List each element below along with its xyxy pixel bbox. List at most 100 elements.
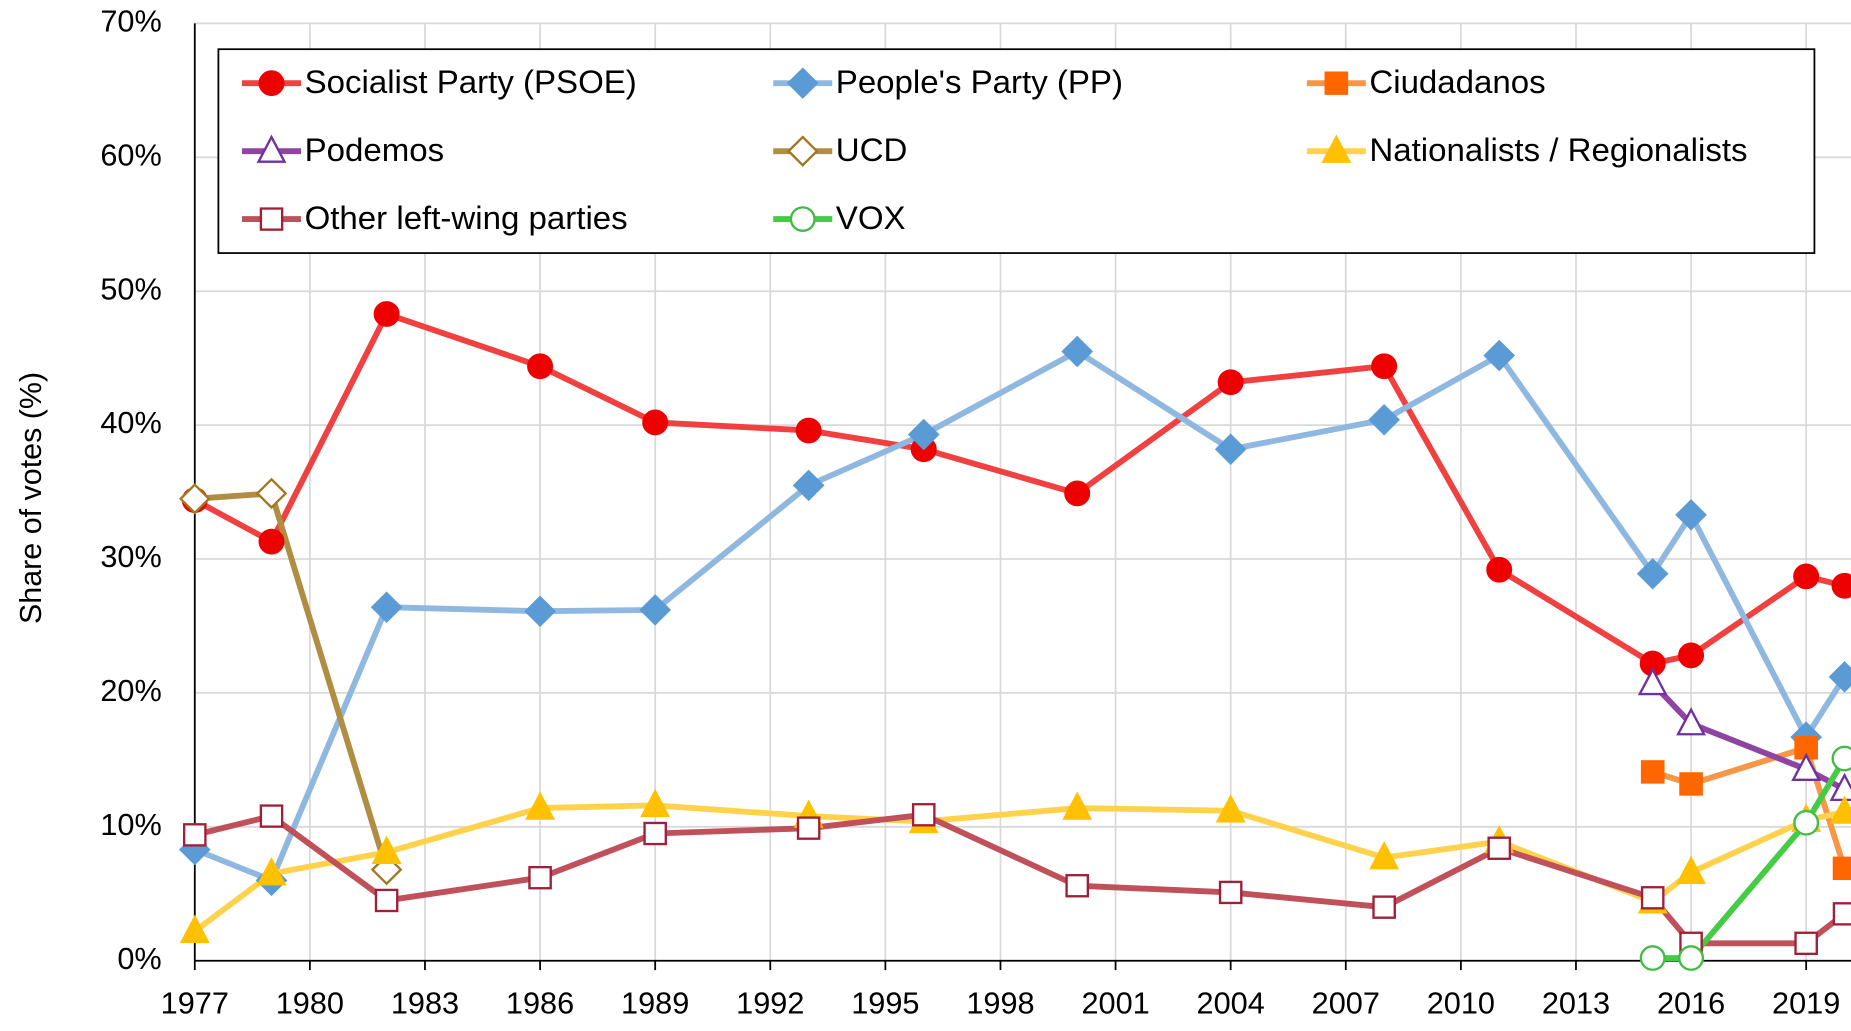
marker — [1678, 642, 1705, 669]
marker — [259, 804, 284, 828]
marker — [1675, 499, 1707, 531]
y-tick-label: 20% — [100, 674, 161, 708]
x-tick-label: 1992 — [736, 986, 804, 1020]
legend: Socialist Party (PSOE) People's Party (PP… — [217, 48, 1816, 254]
x-tick-label: 1983 — [391, 986, 459, 1020]
marker — [1791, 752, 1822, 781]
x-tick-label: 1980 — [276, 986, 344, 1020]
x-tick-label: 2010 — [1427, 986, 1495, 1020]
marker — [1061, 335, 1094, 368]
marker — [1215, 794, 1246, 823]
marker — [1832, 856, 1851, 881]
marker — [1064, 480, 1091, 507]
marker — [1218, 880, 1243, 905]
x-tick-label: 2007 — [1312, 986, 1380, 1020]
series-line — [1650, 681, 1846, 792]
marker — [1676, 855, 1707, 885]
legend-label: Other left-wing parties — [305, 199, 628, 236]
marker — [786, 135, 819, 167]
marker — [1832, 902, 1851, 926]
marker — [258, 528, 285, 555]
legend-label: Ciudadanos — [1369, 63, 1545, 100]
marker — [525, 791, 556, 820]
marker — [1794, 931, 1818, 956]
y-tick-label: 50% — [100, 272, 161, 306]
series-line — [193, 802, 1846, 934]
marker — [370, 591, 403, 623]
legend-label: UCD — [836, 131, 908, 168]
marker — [1486, 556, 1513, 583]
marker — [796, 816, 821, 840]
marker — [1065, 874, 1090, 898]
y-tick-label: 30% — [100, 540, 161, 574]
marker — [1368, 404, 1400, 436]
marker — [182, 823, 207, 847]
marker — [1214, 433, 1247, 465]
marker — [1321, 134, 1352, 163]
marker — [1793, 563, 1820, 590]
series-line — [1652, 757, 1848, 961]
marker — [1062, 791, 1093, 820]
y-axis-label: Share of votes (%) — [14, 372, 48, 624]
legend-box — [217, 48, 1816, 254]
marker — [1640, 760, 1665, 784]
x-tick-label: 1995 — [851, 986, 919, 1020]
x-tick-label: 2019 — [1772, 986, 1840, 1020]
marker — [371, 835, 402, 864]
marker — [256, 134, 287, 163]
chart-body: Share of votes (%) 0% 10% 20% 30% 40% 50% 60% 7… — [14, 5, 1851, 1020]
marker — [259, 207, 284, 231]
marker — [911, 803, 936, 827]
y-tick-label: 0% — [117, 942, 161, 976]
marker — [789, 206, 816, 232]
marker — [178, 483, 211, 515]
x-tick-label: 1989 — [621, 986, 689, 1020]
marker — [1793, 809, 1820, 836]
marker — [1369, 841, 1400, 870]
marker — [1828, 661, 1851, 693]
x-tick-label: 1998 — [966, 986, 1034, 1020]
marker — [1676, 707, 1707, 736]
marker — [1217, 369, 1244, 396]
x-tick-label: 1986 — [506, 986, 574, 1020]
marker — [1636, 558, 1669, 590]
marker — [907, 418, 940, 451]
marker — [258, 70, 285, 97]
legend-label: VOX — [836, 199, 906, 236]
marker — [1678, 945, 1705, 971]
x-tick-label: 2001 — [1081, 986, 1149, 1020]
marker — [1483, 339, 1516, 372]
marker — [792, 469, 825, 502]
legend-label: Podemos — [305, 131, 445, 168]
y-tick-label: 40% — [100, 406, 161, 440]
marker — [786, 67, 819, 99]
x-tick-label: 2004 — [1197, 986, 1265, 1020]
marker — [1831, 572, 1851, 599]
legend-label: Socialist Party (PSOE) — [305, 63, 637, 100]
legend-label: Nationalists / Regionalists — [1369, 131, 1747, 168]
marker — [643, 821, 667, 846]
y-tick-label: 70% — [100, 5, 161, 39]
marker — [373, 301, 400, 327]
x-tick-label: 2013 — [1542, 986, 1610, 1020]
marker — [179, 914, 210, 943]
series-line — [1651, 744, 1848, 870]
y-tick-label: 60% — [100, 138, 161, 172]
marker — [1371, 353, 1398, 380]
marker — [640, 788, 671, 818]
marker — [528, 865, 552, 890]
x-tick-label: 1977 — [161, 986, 229, 1020]
marker — [1831, 745, 1851, 772]
marker — [639, 594, 672, 626]
legend-label: People's Party (PP) — [836, 63, 1123, 100]
marker — [795, 417, 822, 444]
marker — [256, 857, 287, 886]
marker — [527, 353, 554, 380]
marker — [374, 888, 399, 913]
marker — [1324, 71, 1349, 95]
marker — [1829, 795, 1851, 824]
y-tick-label: 10% — [100, 808, 161, 842]
marker — [1640, 886, 1665, 910]
marker — [642, 409, 669, 436]
